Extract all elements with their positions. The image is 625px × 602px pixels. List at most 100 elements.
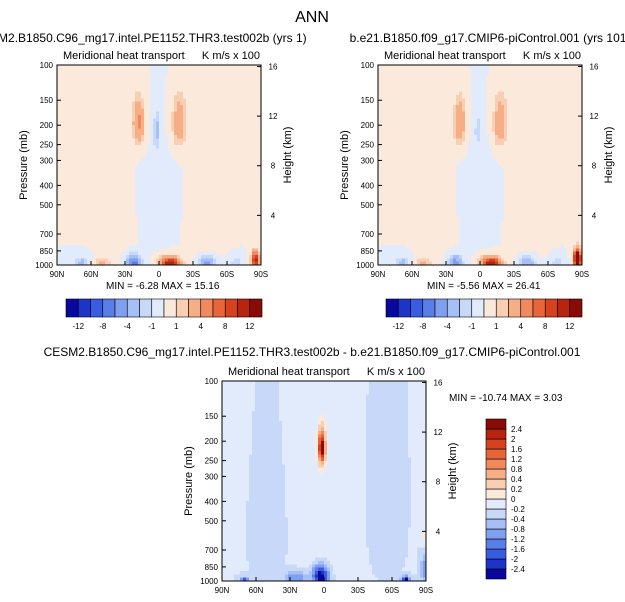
- heatmap-cell: [174, 125, 178, 129]
- heatmap-cell: [108, 251, 112, 256]
- heatmap-cell: [519, 65, 523, 69]
- heatmap-cell: [405, 95, 409, 99]
- heatmap-cell: [93, 118, 97, 123]
- heatmap-cell: [153, 261, 157, 266]
- heatmap-cell: [57, 165, 61, 169]
- heatmap-cell: [177, 125, 181, 129]
- heatmap-cell: [237, 228, 241, 233]
- heatmap-cell: [84, 98, 88, 103]
- heatmap-cell: [237, 198, 241, 203]
- heatmap-cell: [186, 221, 190, 226]
- heatmap-cell: [81, 148, 85, 153]
- heatmap-cell: [216, 101, 220, 106]
- heatmap-cell: [513, 81, 517, 86]
- heatmap-cell: [60, 198, 64, 203]
- heatmap-cell: [99, 248, 103, 253]
- heatmap-cell: [456, 95, 460, 99]
- heatmap-cell: [90, 161, 94, 166]
- heatmap-cell: [216, 168, 220, 173]
- heatmap-cell: [108, 125, 112, 129]
- heatmap-cell: [144, 88, 148, 93]
- heatmap-cell: [165, 231, 169, 236]
- heatmap-cell: [228, 171, 232, 176]
- heatmap-cell: [477, 78, 481, 83]
- heatmap-cell: [240, 251, 244, 256]
- heatmap-cell: [504, 91, 508, 96]
- heatmap-cell: [84, 65, 88, 69]
- heatmap-cell: [243, 211, 247, 216]
- heatmap-cell: [78, 248, 82, 253]
- heatmap-cell: [249, 195, 253, 199]
- heatmap-cell: [84, 201, 88, 206]
- heatmap-cell: [195, 158, 199, 163]
- heatmap-cell: [183, 121, 187, 126]
- heatmap-cell: [456, 81, 460, 86]
- heatmap-cell: [150, 161, 154, 166]
- heatmap-cell: [159, 225, 163, 229]
- heatmap-cell: [579, 71, 583, 76]
- heatmap-cell: [468, 98, 472, 103]
- heatmap-cell: [174, 98, 178, 103]
- heatmap-cell: [171, 255, 175, 259]
- heatmap-cell: [99, 138, 103, 143]
- heatmap-cell: [159, 181, 163, 186]
- heatmap-cell: [216, 235, 220, 239]
- heatmap-cell: [99, 75, 103, 79]
- heatmap-cell: [63, 95, 67, 99]
- heatmap-cell: [204, 95, 208, 99]
- heatmap-cell: [147, 195, 151, 199]
- heatmap-cell: [129, 201, 133, 206]
- heatmap-cell: [99, 108, 103, 113]
- heatmap-cell: [66, 195, 70, 199]
- heatmap-cell: [219, 75, 223, 79]
- heatmap-cell: [69, 238, 73, 243]
- heatmap-cell: [165, 111, 169, 116]
- heatmap-cell: [87, 221, 91, 226]
- heatmap-cell: [96, 205, 100, 209]
- heatmap-cell: [213, 135, 217, 139]
- heatmap-cell: [90, 228, 94, 233]
- heatmap-cell: [246, 241, 250, 246]
- heatmap-cell: [249, 245, 253, 249]
- heatmap-cell: [60, 65, 64, 69]
- heatmap-cell: [549, 98, 553, 103]
- heatmap-cell: [138, 91, 142, 96]
- heatmap-cell: [216, 98, 220, 103]
- heatmap-cell: [129, 121, 133, 126]
- heatmap-cell: [435, 71, 439, 76]
- heatmap-cell: [162, 201, 166, 206]
- heatmap-cell: [546, 71, 550, 76]
- heatmap-cell: [63, 128, 67, 133]
- heatmap-cell: [486, 98, 490, 103]
- heatmap-cell: [117, 211, 121, 216]
- heatmap-cell: [237, 238, 241, 243]
- heatmap-cell: [138, 158, 142, 163]
- heatmap-cell: [60, 108, 64, 113]
- heatmap-cell: [90, 248, 94, 253]
- heatmap-cell: [135, 241, 139, 246]
- heatmap-cell: [117, 155, 121, 159]
- heatmap-cell: [186, 85, 190, 89]
- heatmap-cell: [99, 255, 103, 259]
- heatmap-cell: [66, 85, 70, 89]
- heatmap-cell: [150, 175, 154, 179]
- heatmap-cell: [186, 185, 190, 189]
- heatmap-cell: [153, 151, 157, 156]
- heatmap-cell: [69, 181, 73, 186]
- heatmap-cell: [120, 121, 124, 126]
- heatmap-cell: [180, 148, 184, 153]
- heatmap-cell: [492, 101, 496, 106]
- heatmap-cell: [207, 225, 211, 229]
- heatmap-cell: [63, 218, 67, 223]
- heatmap-cell: [87, 141, 91, 146]
- heatmap-cell: [204, 191, 208, 196]
- heatmap-cell: [162, 151, 166, 156]
- heatmap-cell: [258, 85, 262, 89]
- heatmap-cell: [552, 91, 556, 96]
- heatmap-cell: [477, 91, 481, 96]
- heatmap-cell: [78, 221, 82, 226]
- heatmap-cell: [189, 91, 193, 96]
- heatmap-cell: [81, 105, 85, 109]
- heatmap-cell: [111, 85, 115, 89]
- heatmap-cell: [105, 231, 109, 236]
